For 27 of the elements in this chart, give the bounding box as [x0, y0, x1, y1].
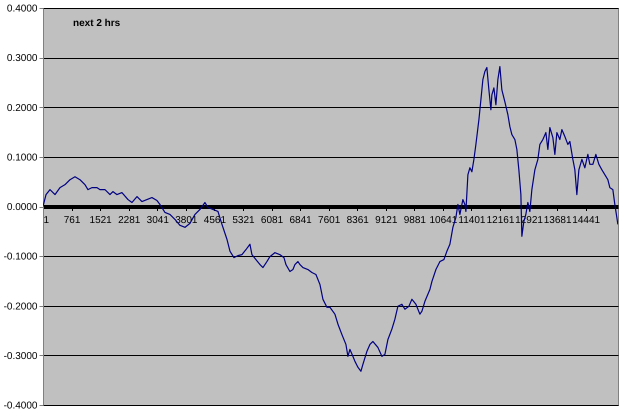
- y-tick-label: -0.4000: [4, 400, 38, 412]
- y-tick-label: 0.0000: [6, 202, 38, 213]
- x-tick-label: 5321: [232, 215, 256, 226]
- x-tick-label: 3041: [146, 215, 170, 226]
- x-tick-label: 14441: [572, 215, 601, 226]
- x-tick-label: 7601: [318, 215, 341, 226]
- y-tick-label: -0.3000: [4, 350, 38, 362]
- y-tick-label: 0.3000: [6, 53, 38, 64]
- y-tick-label: -0.2000: [4, 301, 38, 312]
- x-tick-label: 11401: [458, 215, 486, 226]
- x-tick-label: 6081: [260, 215, 284, 226]
- y-tick-label: 0.1000: [6, 152, 38, 164]
- line-series: [43, 66, 618, 372]
- x-tick-label: 761: [64, 215, 81, 226]
- x-tick-label: 6841: [289, 215, 312, 226]
- x-tick-label: 12161: [486, 215, 515, 226]
- x-tick-label: 1: [44, 215, 50, 226]
- x-tick-label: 9121: [375, 215, 398, 226]
- x-tick-label: 1521: [90, 215, 112, 226]
- annotation: next 2 hrs: [73, 18, 121, 29]
- x-tick-label: 13681: [544, 215, 572, 226]
- y-tick-label: -0.1000: [4, 252, 38, 263]
- x-tick-label: 2281: [118, 215, 141, 226]
- x-tick-label: 9881: [404, 215, 426, 226]
- y-tick-label: 0.2000: [6, 102, 38, 114]
- y-tick-label: 0.4000: [6, 4, 38, 14]
- x-tick-label: 8361: [346, 215, 370, 226]
